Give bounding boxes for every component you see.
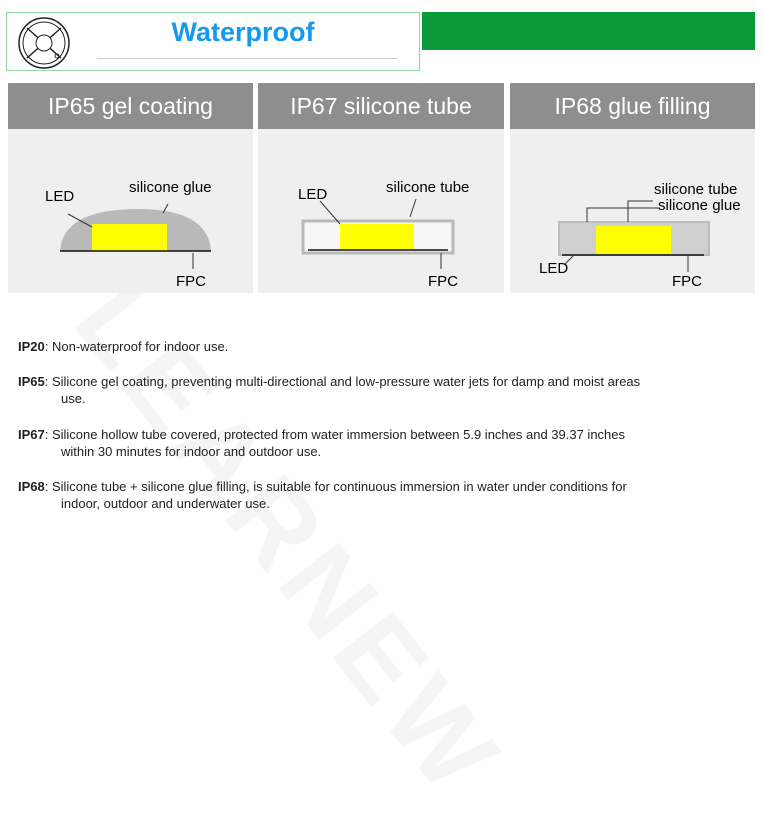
description-text: : Silicone tube + silicone glue filling,… [44,479,627,494]
panel-title: IP67 silicone tube [258,83,504,129]
description-continuation: indoor, outdoor and underwater use. [61,496,270,511]
description-continuation: within 30 minutes for indoor and outdoor… [61,444,322,459]
description-text: : Silicone hollow tube covered, protecte… [44,427,626,442]
label-silicone-tube: silicone tube [386,179,469,196]
label-fpc: FPC [176,273,206,290]
description-ip67: IP67: Silicone hollow tube covered, prot… [18,426,625,460]
label-silicone-glue: silicone glue [129,179,212,196]
ip-code: IP20 [18,339,45,354]
panel-ip65: IP65 gel coating LED silicone glue FPC [8,83,253,293]
description-text: : Silicone gel coating, preventing multi… [44,374,641,389]
divider [97,58,397,59]
ip65-diagram: LED silicone glue FPC [45,179,212,290]
label-led: LED [298,186,327,203]
panel-ip68: IP68 glue filling silicone tube silicone… [510,83,755,293]
ip-code: IP67 [18,427,45,442]
panel-ip67: IP67 silicone tube LED silicone tube FPC [258,83,504,293]
title-banner: Waterproof [6,12,420,71]
label-led: LED [539,260,568,277]
ip-code: IP65 [18,374,45,389]
waterproof-led-icon [18,17,70,69]
panel-title: IP68 glue filling [510,83,755,129]
ip-code: IP68 [18,479,45,494]
ip67-diagram: LED silicone tube FPC [298,179,469,290]
label-silicone-tube: silicone tube [654,181,737,198]
label-fpc: FPC [428,273,458,290]
label-fpc: FPC [672,273,702,290]
description-ip68: IP68: Silicone tube + silicone glue fill… [18,478,627,512]
description-ip20: IP20: Non-waterproof for indoor use. [18,338,228,355]
label-silicone-glue: silicone glue [658,197,741,214]
description-continuation: use. [61,391,86,406]
green-bar [422,12,755,50]
panel-title: IP65 gel coating [8,83,253,129]
label-led: LED [45,188,74,205]
page-title: Waterproof [171,17,315,47]
description-text: : Non-waterproof for indoor use. [44,339,229,354]
description-ip65: IP65: Silicone gel coating, preventing m… [18,373,640,407]
ip68-diagram: silicone tube silicone glue LED FPC [539,181,741,290]
